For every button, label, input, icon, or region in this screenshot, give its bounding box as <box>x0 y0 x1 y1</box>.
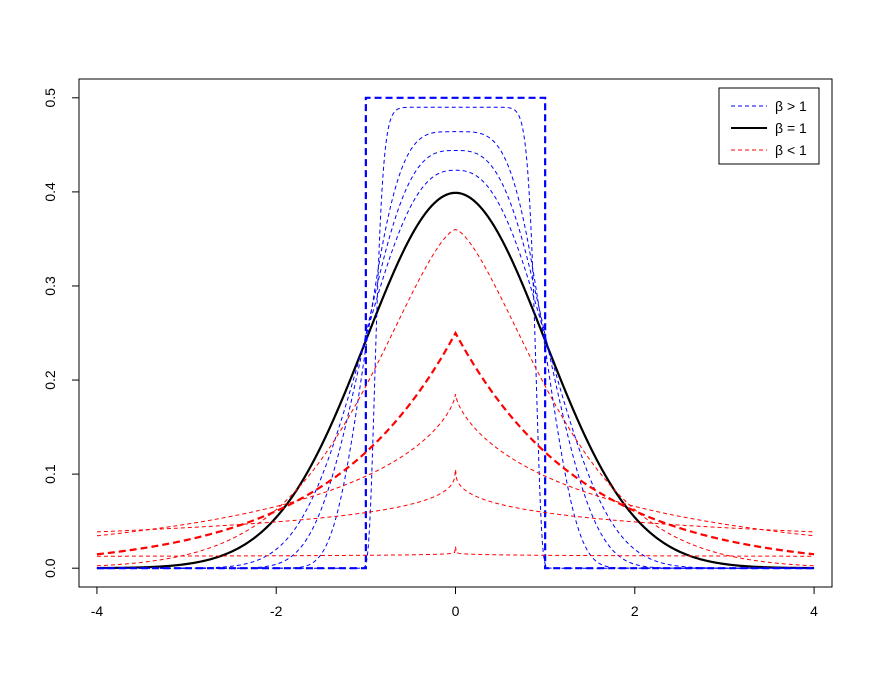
legend: β > 1 β = 1 β < 1 <box>718 87 820 165</box>
curve-flat-beta-2 <box>96 131 815 569</box>
curve-peaked-beta-0-35 <box>96 394 815 537</box>
curve-peaked-beta-0-75 <box>96 229 815 567</box>
x-tick-label: 4 <box>810 603 818 619</box>
legend-box <box>718 87 820 165</box>
y-tick-label: 0.0 <box>42 558 58 578</box>
curve-peaked-beta-0-05 <box>96 546 815 557</box>
curve-flat-beta-1-5 <box>96 150 815 569</box>
x-tick-label: -2 <box>270 603 283 619</box>
y-tick-label: 0.3 <box>42 276 58 296</box>
curve-peaked-beta-0-5 <box>96 330 815 556</box>
curve-gaussian-beta-1 <box>96 191 815 570</box>
x-tick-label: 2 <box>631 603 639 619</box>
y-tick-label: 0.2 <box>42 370 58 390</box>
x-axis: -4 -2 0 2 4 <box>91 586 818 619</box>
y-tick-label: 0.4 <box>42 182 58 202</box>
curve-peaked-beta-0-2 <box>96 469 815 533</box>
legend-label-beta-gt-1: β > 1 <box>775 98 807 114</box>
y-axis: 0.0 0.1 0.2 0.3 0.4 0.5 <box>42 88 80 578</box>
y-tick-label: 0.5 <box>42 88 58 108</box>
legend-label-beta-lt-1: β < 1 <box>775 142 807 158</box>
curve-flat-beta-8 <box>96 106 815 569</box>
curve-flat-beta-1-25 <box>96 169 815 569</box>
y-tick-label: 0.1 <box>42 464 58 484</box>
x-tick-label: 0 <box>452 603 460 619</box>
legend-label-beta-eq-1: β = 1 <box>775 120 807 136</box>
x-tick-label: -4 <box>91 603 104 619</box>
curves-layer <box>96 96 815 570</box>
curve-uniform-beta-inf <box>96 96 815 570</box>
